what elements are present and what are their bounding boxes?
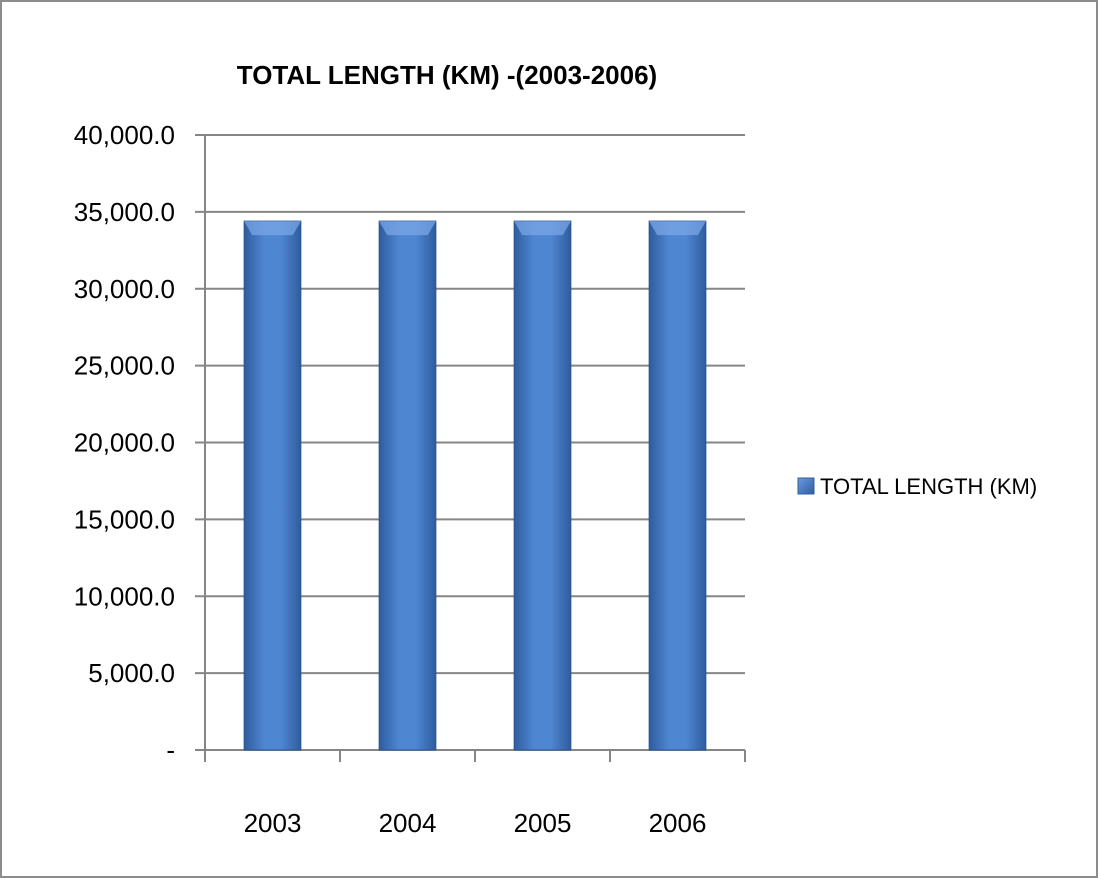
y-axis-tick-labels: - 5,000.0 10,000.0 15,000.0 20,000.0 25,000.0…	[74, 120, 175, 765]
y-tick-label: 20,000.0	[74, 428, 175, 458]
bar-series	[243, 220, 707, 751]
x-tick-label: 2005	[514, 808, 572, 838]
chart-title: TOTAL LENGTH (KM) -(2003-2006)	[237, 60, 657, 90]
y-tick-label: 25,000.0	[74, 351, 175, 381]
bar	[648, 220, 707, 751]
bar-bevel	[514, 221, 571, 236]
y-tick-label: 35,000.0	[74, 197, 175, 227]
bar	[378, 220, 437, 751]
y-tick-label: 30,000.0	[74, 274, 175, 304]
legend-swatch	[797, 477, 815, 495]
y-tick-label: 15,000.0	[74, 504, 175, 534]
x-tick-label: 2006	[649, 808, 707, 838]
x-tick-label: 2003	[244, 808, 302, 838]
y-tick-label: 5,000.0	[88, 658, 175, 688]
bar-bevel	[649, 221, 706, 236]
legend: TOTAL LENGTH (KM)	[797, 474, 1037, 499]
x-axis-tick-labels: 2003 2004 2005 2006	[244, 808, 707, 838]
x-tick-label: 2004	[379, 808, 437, 838]
bar	[513, 220, 572, 751]
bar-bevel	[379, 221, 436, 236]
y-tick-label: 40,000.0	[74, 120, 175, 150]
bar-bevel	[244, 221, 301, 236]
bar	[243, 220, 302, 751]
y-tick-label: -	[166, 735, 175, 765]
legend-label: TOTAL LENGTH (KM)	[820, 474, 1037, 499]
y-tick-label: 10,000.0	[74, 581, 175, 611]
